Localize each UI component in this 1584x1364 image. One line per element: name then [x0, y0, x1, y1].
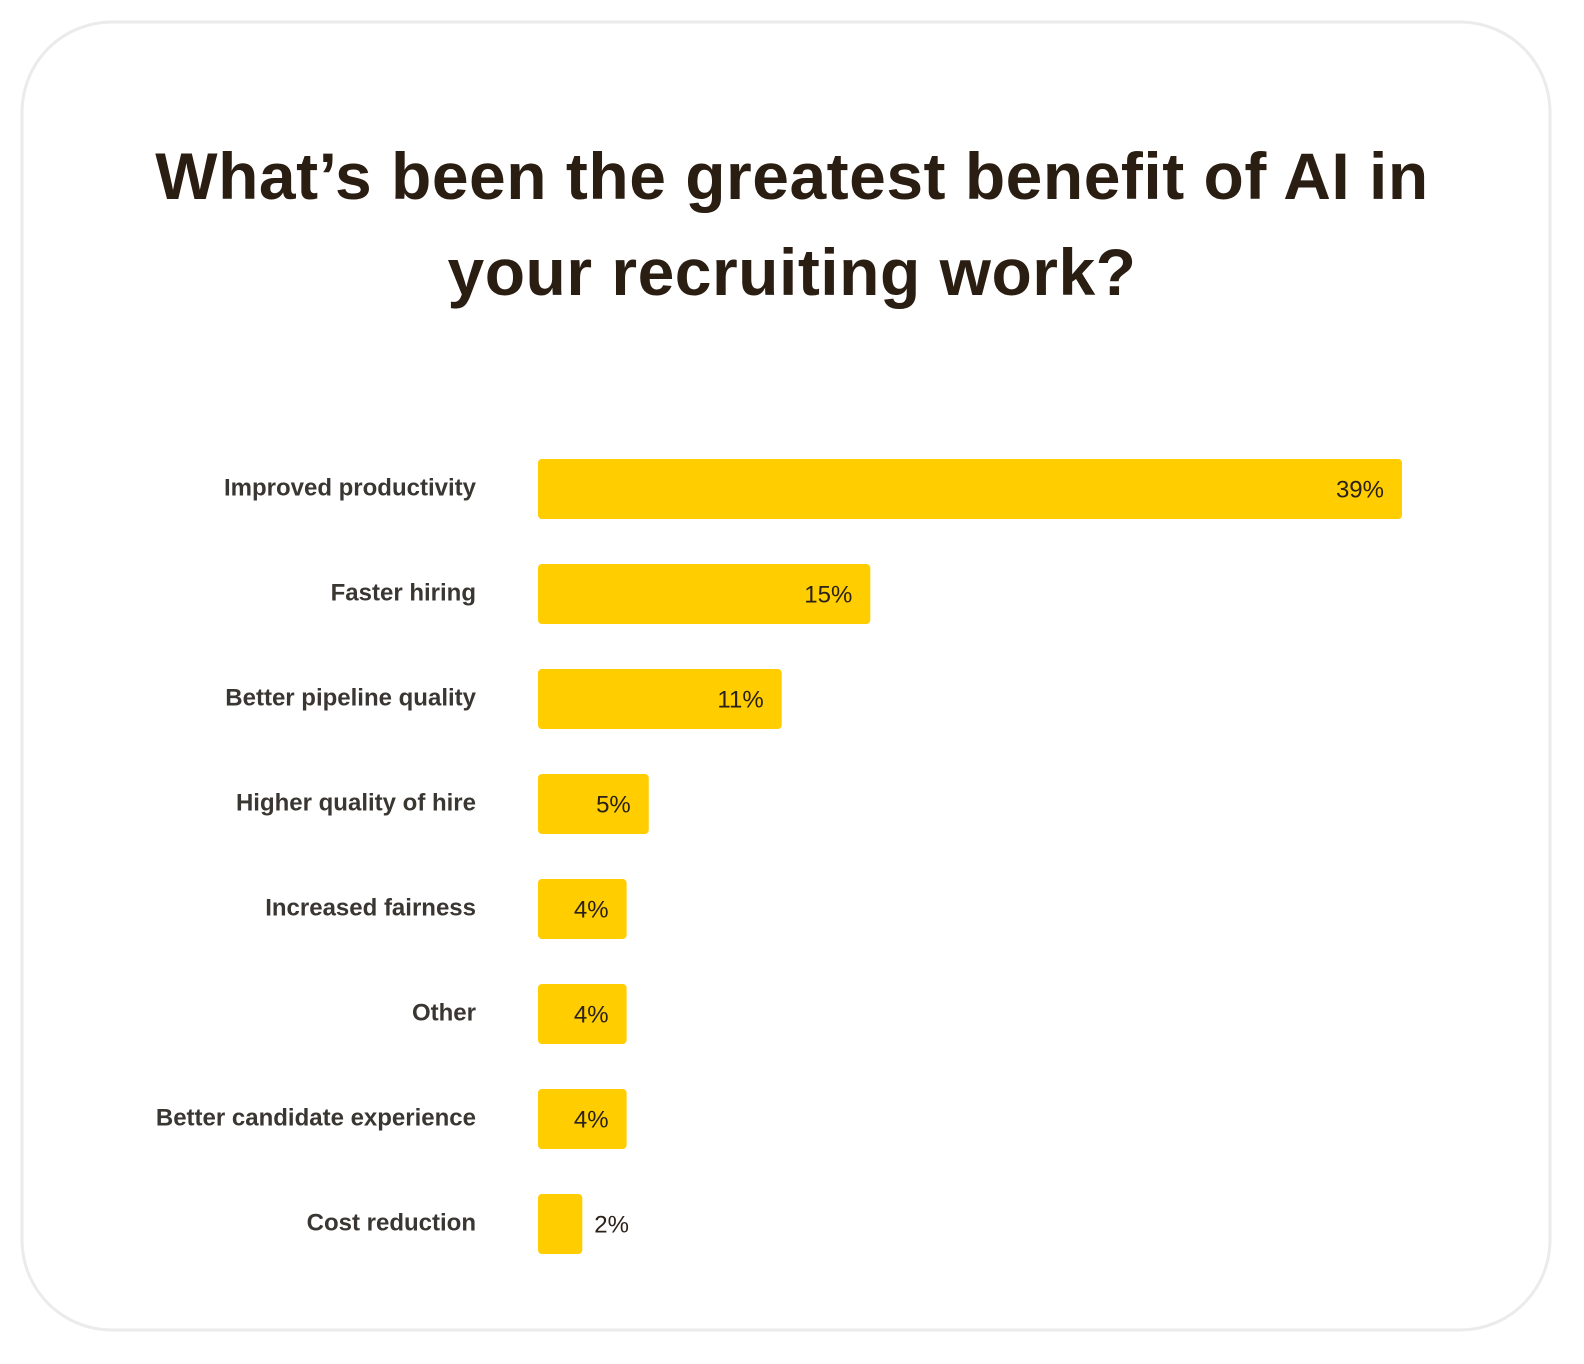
category-label: Cost reduction — [307, 1209, 476, 1236]
value-label: 5% — [596, 791, 631, 818]
category-label: Other — [412, 999, 476, 1026]
category-label: Higher quality of hire — [236, 789, 476, 816]
chart-title: What’s been the greatest benefit of AI i… — [155, 139, 1429, 309]
bar — [538, 774, 649, 834]
bar — [538, 1194, 583, 1254]
category-label: Improved productivity — [224, 474, 477, 501]
value-label: 15% — [804, 581, 852, 608]
value-label: 11% — [717, 686, 763, 713]
bar — [538, 459, 1402, 519]
value-label: 2% — [594, 1211, 629, 1238]
category-label: Increased fairness — [265, 894, 476, 921]
bar — [538, 1089, 627, 1149]
category-label: Faster hiring — [331, 579, 476, 606]
bar — [538, 984, 627, 1044]
category-label: Better pipeline quality — [225, 684, 476, 711]
bar — [538, 669, 782, 729]
card — [20, 20, 1552, 1332]
value-label: 4% — [574, 1001, 609, 1028]
bar — [538, 564, 871, 624]
bar — [538, 879, 627, 939]
value-label: 4% — [574, 896, 609, 923]
value-label: 39% — [1336, 476, 1384, 503]
value-label: 4% — [574, 1106, 609, 1133]
category-label: Better candidate experience — [156, 1104, 476, 1131]
